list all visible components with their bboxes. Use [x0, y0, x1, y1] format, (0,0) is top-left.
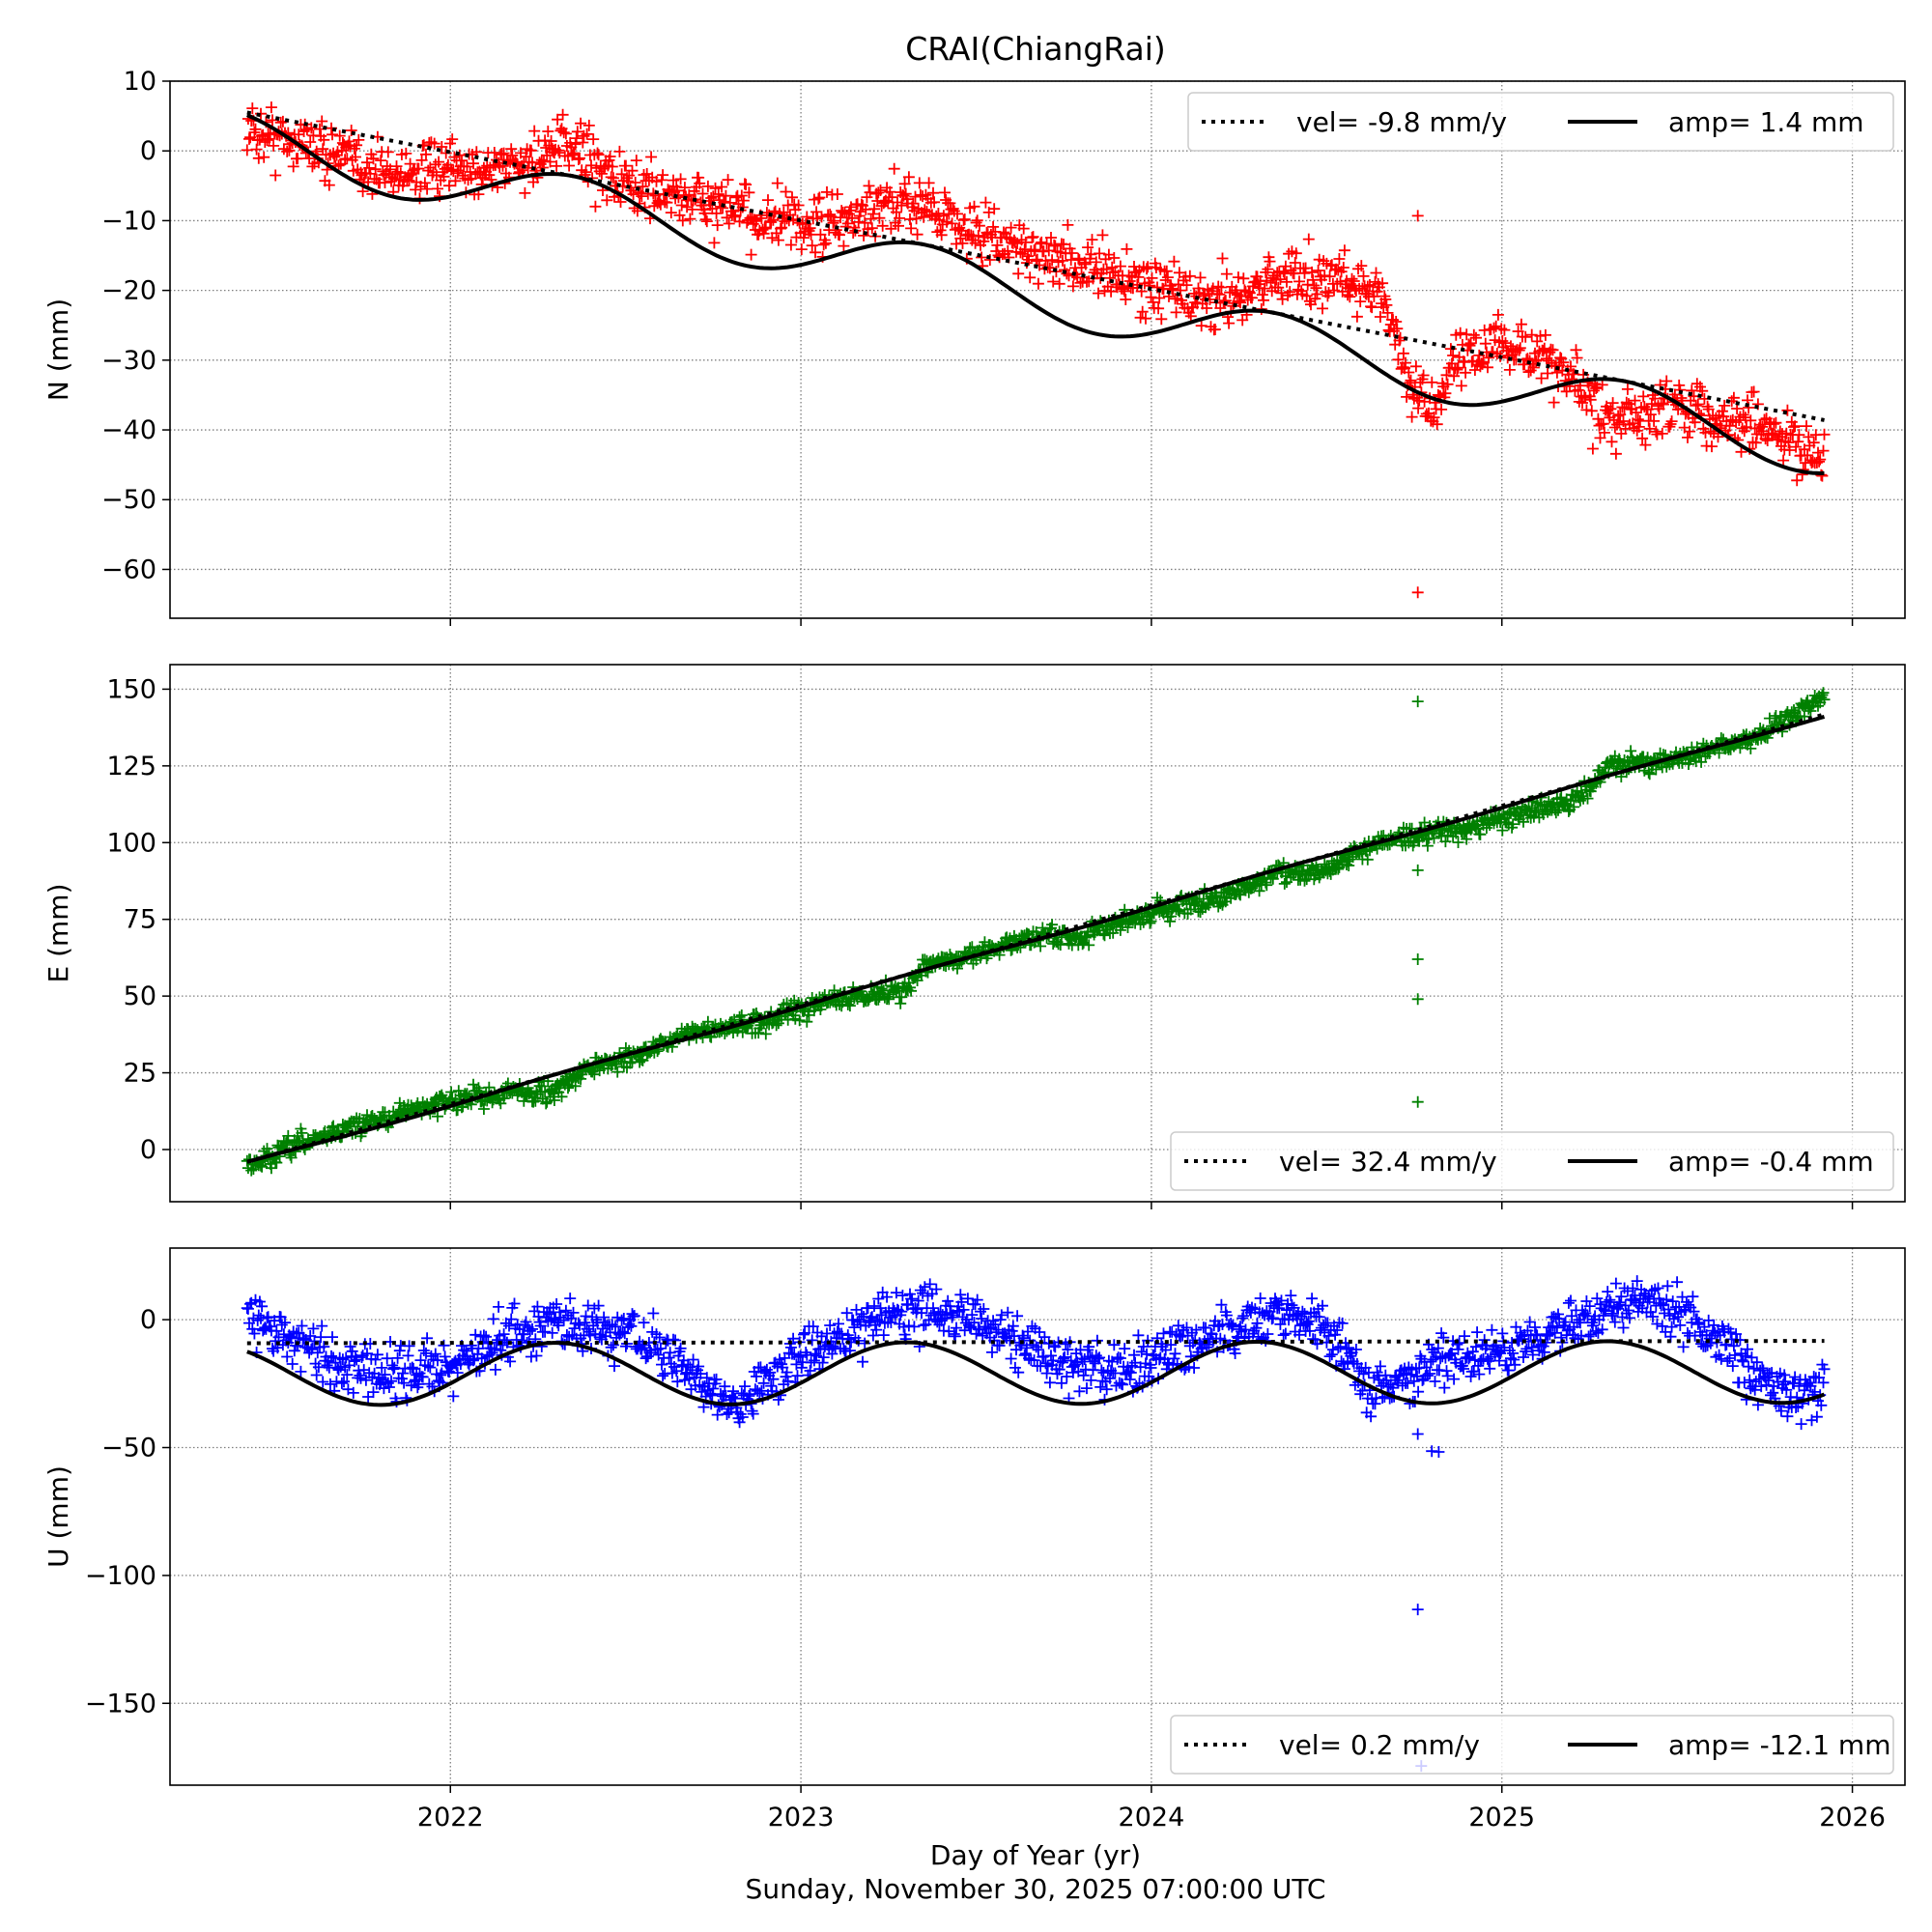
- axes-frame: [169, 664, 1906, 1203]
- axes-frame: [169, 80, 1906, 619]
- x-tick-label: 2026: [1819, 1803, 1886, 1833]
- y-tick-label: −100: [85, 1561, 156, 1591]
- y-tick-label: −20: [101, 276, 156, 306]
- x-tick-label: 2022: [417, 1803, 484, 1833]
- y-axis-label: N (mm): [43, 298, 74, 401]
- legend-frame: [1170, 1715, 1894, 1775]
- x-axis-tick-labels: 2022 2023 2024 2025 2026: [417, 1803, 1886, 1833]
- y-tick-label: −40: [101, 415, 156, 445]
- seasonal-fit-line: [246, 1339, 1826, 1407]
- chart-title: CRAI(ChiangRai): [905, 30, 1166, 68]
- legend-frame: [1170, 1131, 1894, 1191]
- seasonal-fit-line: [246, 714, 1826, 1164]
- y-tick-label: 10: [124, 67, 156, 97]
- seasonal-fit-line: [245, 113, 1825, 476]
- y-tick-label: −60: [101, 554, 156, 584]
- timestamp-label: Sunday, November 30, 2025 07:00:00 UTC: [746, 1873, 1326, 1905]
- legend: vel= 32.4 mm/y amp= -0.4 mm: [1170, 1131, 1894, 1191]
- data-points-e: [241, 687, 1831, 1177]
- y-tick-label: 0: [140, 1305, 156, 1335]
- trend-line: [246, 110, 1825, 422]
- legend-velocity: vel= 32.4 mm/y: [1279, 1146, 1497, 1178]
- legend-amplitude: amp= -12.1 mm: [1668, 1729, 1890, 1761]
- y-tick-label: −50: [101, 1434, 156, 1463]
- data-markers: [241, 1275, 1831, 1773]
- legend-velocity: vel= 0.2 mm/y: [1279, 1729, 1480, 1761]
- x-tick-label: 2025: [1468, 1803, 1535, 1833]
- panel-u: 0 −50 −100 −150 U (mm) vel= 0.2 mm/y amp= -12.…: [43, 1247, 1906, 1793]
- gridlines: [170, 80, 1905, 618]
- legend-frame: [1187, 92, 1894, 152]
- data-points-n: [241, 101, 1831, 599]
- y-tick-label: 50: [124, 981, 156, 1011]
- y-tick-label: −50: [101, 485, 156, 515]
- x-axis-label: Day of Year (yr): [930, 1839, 1141, 1871]
- panels: 100−10−20−30−40−50−60N (mm)vel= -9.8 mm/…: [43, 67, 1906, 1793]
- y-axis-label: U (mm): [43, 1465, 74, 1568]
- x-tick-label: 2024: [1119, 1803, 1185, 1833]
- panel-n: 10 0 −10 −20 −30 −40 −50 −60 N (mm) vel= -9.8 mm/…: [43, 67, 1906, 626]
- trend-line: [246, 1339, 1825, 1346]
- y-tick-label: 100: [106, 828, 156, 858]
- legend: vel= -9.8 mm/y amp= 1.4 mm: [1187, 92, 1894, 152]
- legend: vel= 0.2 mm/y amp= -12.1 mm: [1170, 1715, 1894, 1775]
- y-tick-label: 0: [140, 1135, 156, 1165]
- y-tick-label: −30: [101, 346, 156, 376]
- data-markers: [241, 101, 1831, 599]
- legend-amplitude: amp= 1.4 mm: [1668, 106, 1864, 138]
- y-tick-label: −10: [101, 206, 156, 236]
- x-tick-label: 2023: [768, 1803, 835, 1833]
- data-points-u: [241, 1275, 1831, 1773]
- y-tick-label: 25: [124, 1059, 156, 1089]
- y-tick-label: −150: [85, 1689, 156, 1719]
- y-tick-label: 75: [124, 905, 156, 935]
- y-tick-label: 0: [140, 136, 156, 166]
- legend-velocity: vel= -9.8 mm/y: [1296, 106, 1507, 138]
- y-axis-label: E (mm): [43, 884, 74, 983]
- y-tick-label: 125: [106, 752, 156, 781]
- data-markers: [241, 687, 1831, 1177]
- panel-e: 150 125 100 75 50 25 0 E (mm) vel= 32.4 mm/y amp=…: [43, 664, 1906, 1209]
- y-tick-label: 150: [106, 674, 156, 704]
- axes-frame: [169, 1247, 1906, 1786]
- legend-amplitude: amp= -0.4 mm: [1668, 1146, 1874, 1178]
